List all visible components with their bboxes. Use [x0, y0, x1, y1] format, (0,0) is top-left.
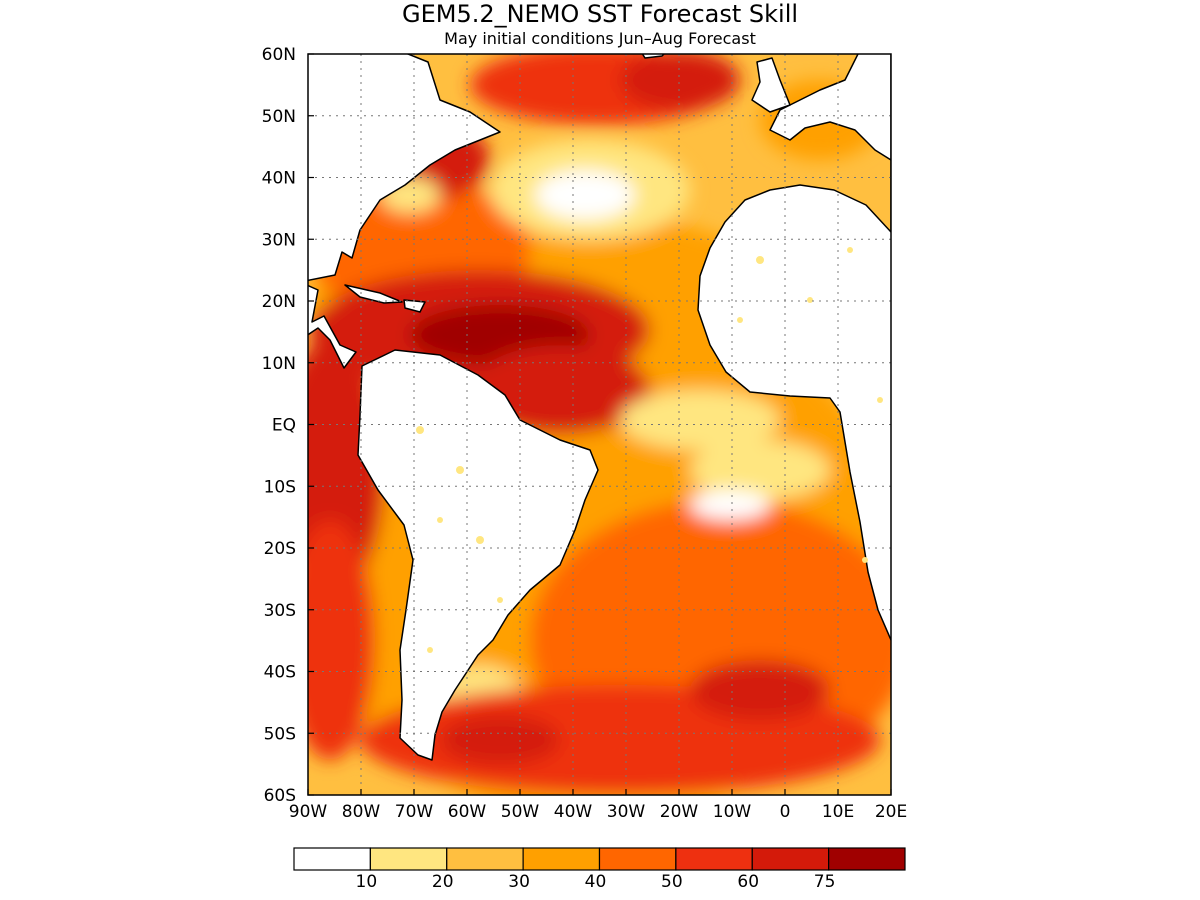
colorbar-swatch [293, 847, 371, 871]
colorbar-label: 30 [508, 872, 530, 892]
lat-tick-label: 60N [262, 45, 296, 65]
colorbar-swatch [598, 847, 677, 871]
lon-tick-label: 60W [448, 802, 487, 822]
lon-tick-label: 40W [554, 802, 593, 822]
colorbar-swatch [522, 847, 601, 871]
colorbar-swatch [446, 847, 524, 871]
colorbar-label: 20 [432, 872, 454, 892]
colorbar-label: 10 [356, 872, 378, 892]
lat-tick-label: 50N [262, 107, 296, 127]
south-america-land [357, 349, 599, 761]
lon-tick-label: 50W [501, 802, 540, 822]
colorbar-label: 75 [814, 872, 836, 892]
lat-tick-label: 30N [262, 230, 296, 250]
land-speckles [416, 247, 883, 653]
figure-title: GEM5.2_NEMO SST Forecast Skill [402, 0, 798, 28]
europe-africa-land [697, 54, 891, 641]
lon-tick-label: 70W [395, 802, 434, 822]
colorbar-swatch [369, 847, 448, 871]
longitude-axis: 90W 80W 70W 60W 50W 40W 30W 20W 10W 0 10E 20E [289, 789, 907, 822]
north-america-land [308, 54, 501, 282]
lon-tick-label: 0 [780, 802, 791, 822]
cuba-land [344, 284, 403, 304]
lon-tick-label: 20W [660, 802, 699, 822]
lon-tick-label: 30W [607, 802, 646, 822]
central-america-land [308, 284, 357, 369]
iceland-land [641, 54, 666, 59]
lon-tick-label: 90W [289, 802, 328, 822]
lat-tick-label: 10S [264, 477, 296, 497]
colorbar-swatch [751, 847, 830, 871]
gridlines [308, 54, 891, 795]
colorbar-swatch [828, 847, 906, 871]
europe-coast-land [769, 54, 891, 161]
lat-tick-label: 20N [262, 292, 296, 312]
lat-tick-label: 10N [262, 354, 296, 374]
lat-tick-label: 50S [264, 724, 296, 744]
colorbar-label: 50 [661, 872, 683, 892]
lat-tick-label: 40N [262, 169, 296, 189]
lon-tick-label: 10W [713, 802, 752, 822]
lon-tick-label: 10E [822, 802, 854, 822]
colorbar-label: 40 [585, 872, 607, 892]
lon-tick-label: 20E [875, 802, 907, 822]
lat-tick-label: EQ [272, 416, 296, 436]
lat-tick-label: 20S [264, 539, 296, 559]
colorbar-swatch [675, 847, 753, 871]
colorbar-label: 60 [737, 872, 759, 892]
land-masses [308, 54, 891, 761]
colorbar: 10 20 30 40 50 60 75 [293, 847, 906, 892]
lat-tick-label: 40S [264, 663, 296, 683]
sst-skill-field [308, 54, 891, 795]
lon-tick-label: 80W [342, 802, 381, 822]
lat-tick-label: 60S [264, 786, 296, 806]
figure-subtitle: May initial conditions Jun–Aug Forecast [444, 29, 756, 48]
latitude-axis: 60N 50N 40N 30N 20N 10N EQ 10S 20S 30S 40S 50S 60S [262, 45, 314, 806]
british-isles-land [751, 57, 791, 113]
lat-tick-label: 30S [264, 601, 296, 621]
map-plot-area [308, 54, 891, 795]
